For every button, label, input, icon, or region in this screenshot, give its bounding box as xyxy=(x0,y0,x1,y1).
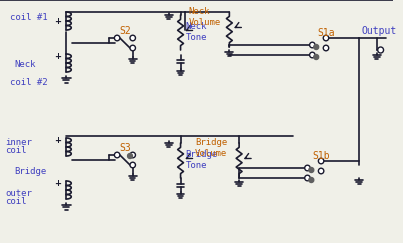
Circle shape xyxy=(114,152,120,158)
Circle shape xyxy=(114,35,120,41)
Circle shape xyxy=(310,42,315,48)
Circle shape xyxy=(318,158,324,164)
Circle shape xyxy=(305,165,310,171)
Circle shape xyxy=(378,47,384,53)
Text: coil: coil xyxy=(5,197,26,206)
Text: S3: S3 xyxy=(119,143,131,153)
Text: +: + xyxy=(54,179,62,188)
Text: Bridge
Tone: Bridge Tone xyxy=(185,150,218,170)
Circle shape xyxy=(309,177,314,182)
Text: Output: Output xyxy=(361,26,397,36)
Text: +: + xyxy=(54,17,62,26)
Text: Neck
Volume: Neck Volume xyxy=(188,7,220,27)
Text: S1a: S1a xyxy=(317,28,335,38)
Text: outer: outer xyxy=(5,189,32,198)
Circle shape xyxy=(314,54,319,60)
Text: +: + xyxy=(54,136,62,145)
Text: coil #1: coil #1 xyxy=(10,14,48,23)
Circle shape xyxy=(130,162,135,168)
Text: S1b: S1b xyxy=(312,151,330,161)
Text: coil #2: coil #2 xyxy=(10,78,48,87)
Circle shape xyxy=(318,168,324,174)
Circle shape xyxy=(310,52,315,58)
Text: Bridge: Bridge xyxy=(15,166,47,175)
Text: Neck: Neck xyxy=(15,60,36,69)
Text: Neck
Tone: Neck Tone xyxy=(185,22,207,42)
Text: coil: coil xyxy=(5,146,26,155)
Circle shape xyxy=(130,35,135,41)
Text: Bridge
Volume: Bridge Volume xyxy=(195,138,227,158)
Text: +: + xyxy=(54,52,62,61)
Text: inner: inner xyxy=(5,138,32,147)
Text: S2: S2 xyxy=(119,26,131,36)
Circle shape xyxy=(314,44,319,50)
Circle shape xyxy=(305,175,310,181)
Circle shape xyxy=(323,35,329,41)
Circle shape xyxy=(309,167,314,173)
Circle shape xyxy=(130,45,135,51)
Circle shape xyxy=(128,154,133,158)
Circle shape xyxy=(323,45,329,51)
Circle shape xyxy=(130,152,135,158)
